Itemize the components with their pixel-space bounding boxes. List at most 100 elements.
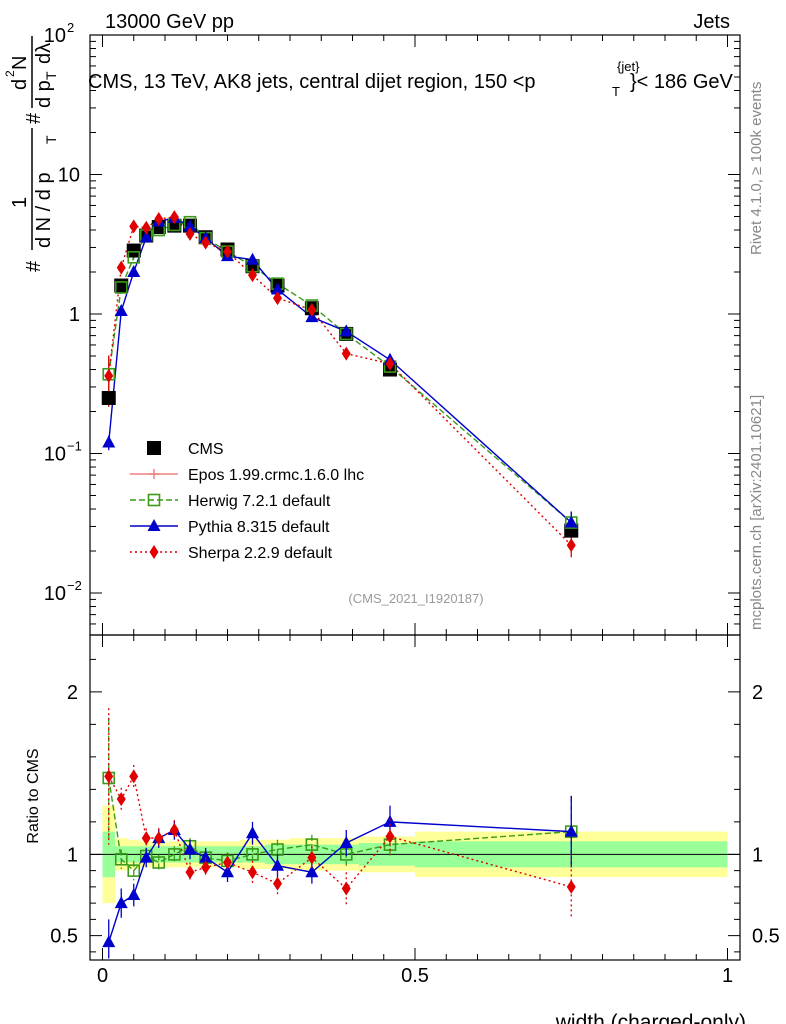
legend-marker-0 bbox=[147, 441, 161, 455]
y-tick-label-top-exp: −2 bbox=[67, 578, 82, 593]
ylabel-t1: T bbox=[43, 135, 59, 144]
point-ratio-3 bbox=[385, 829, 395, 844]
point-ratio-3 bbox=[201, 860, 211, 875]
point-top-3 bbox=[185, 226, 195, 241]
point-ratio-1 bbox=[114, 852, 128, 866]
ylabel-dpt: d p bbox=[33, 80, 55, 108]
title-main: CMS, 13 TeV, AK8 jets, central dijet reg… bbox=[88, 71, 536, 93]
point-ratio-1 bbox=[246, 848, 259, 861]
point-top-3 bbox=[223, 244, 232, 259]
y-tick-label-bottom-1: 1 bbox=[67, 844, 78, 866]
y-tick-label-top-base: 10 bbox=[44, 583, 66, 605]
point-ratio-3 bbox=[223, 855, 232, 870]
ylabel-one: 1 bbox=[9, 197, 31, 208]
point-ratio-2 bbox=[139, 850, 153, 863]
point-top-3 bbox=[104, 368, 114, 383]
point-top-3 bbox=[273, 291, 282, 306]
legend-marker-4 bbox=[149, 545, 159, 559]
point-top-1 bbox=[114, 281, 128, 294]
series-bottom bbox=[102, 708, 578, 959]
point-ratio-3 bbox=[141, 831, 151, 846]
point-ratio-2 bbox=[127, 888, 141, 900]
ylabel-d2n-n: N bbox=[9, 56, 31, 70]
point-ratio-2 bbox=[305, 865, 319, 878]
y-tick-label-top-exp: −1 bbox=[67, 439, 82, 454]
point-ratio-2 bbox=[339, 836, 353, 848]
point-top-2 bbox=[564, 515, 578, 528]
y-tick-label-top-base: 10 bbox=[44, 25, 66, 47]
x-tick-label-1: 1 bbox=[722, 965, 733, 987]
point-top-3 bbox=[341, 346, 351, 361]
y-tick-label-top: 1 bbox=[69, 304, 80, 326]
legend: CMS Epos 1.99.crmc.1.6.0 lhc Herwig 7.2.1 … bbox=[130, 441, 364, 562]
point-ratio-2 bbox=[383, 814, 397, 827]
plot-title: CMS, 13 TeV, AK8 jets, central dijet reg… bbox=[88, 59, 734, 99]
legend-marker-3 bbox=[147, 519, 161, 531]
point-top-3 bbox=[385, 356, 395, 371]
ylabel-d2n-d: d bbox=[9, 79, 31, 90]
point-top-3 bbox=[169, 210, 179, 225]
point-ratio-2 bbox=[114, 896, 128, 909]
bottom-frame bbox=[89, 634, 741, 961]
energy-label: 13000 GeV pp bbox=[105, 11, 234, 33]
ylabel-t2: T bbox=[43, 71, 59, 80]
point-top-2 bbox=[246, 252, 259, 265]
point-top-3 bbox=[201, 235, 211, 250]
x-tick-label-0: 0 bbox=[97, 965, 108, 987]
ylabel-d2n-sq: 2 bbox=[3, 70, 17, 77]
point-ratio-2 bbox=[221, 865, 234, 878]
point-top-2 bbox=[339, 324, 353, 337]
point-top-3 bbox=[248, 268, 257, 283]
point-ratio-3 bbox=[129, 769, 139, 784]
analysis-id: (CMS_2021_I1920187) bbox=[348, 591, 483, 606]
point-top-3 bbox=[116, 260, 126, 275]
ylabel-dn-dpt: d N / d p bbox=[33, 172, 55, 248]
point-top-2 bbox=[271, 282, 284, 295]
legend-label-1: Epos 1.99.crmc.1.6.0 lhc bbox=[188, 467, 364, 484]
point-ratio-2 bbox=[199, 850, 213, 863]
y-tick-label-top: 10 bbox=[58, 165, 80, 187]
legend-marker-1 bbox=[149, 469, 159, 479]
cms-point bbox=[126, 243, 141, 258]
point-ratio-1 bbox=[152, 856, 166, 869]
point-ratio-2 bbox=[102, 935, 116, 948]
y-axis-label-top: # 1 d N / d p T # d 2 N d p T dλ bbox=[3, 36, 59, 272]
point-top-3 bbox=[141, 220, 151, 235]
point-top-2 bbox=[127, 265, 141, 278]
y-tick-label-bottom-right-0.5: 0.5 bbox=[752, 926, 780, 948]
y-tick-label-bottom-right-2: 2 bbox=[752, 682, 763, 704]
point-ratio-3 bbox=[185, 865, 195, 880]
point-top-1 bbox=[127, 250, 141, 264]
point-ratio-1 bbox=[168, 848, 181, 861]
y-tick-label-bottom-2: 2 bbox=[67, 682, 78, 704]
point-top-2 bbox=[183, 219, 197, 232]
point-ratio-1 bbox=[305, 838, 319, 851]
point-top-2 bbox=[139, 230, 153, 243]
x-tick-label-0.5: 0.5 bbox=[401, 965, 429, 987]
legend-marker-2 bbox=[147, 493, 161, 507]
y-tick-label-top-exp: 2 bbox=[67, 20, 74, 35]
point-ratio-2 bbox=[246, 826, 259, 839]
y-tick-label-top-base: 10 bbox=[44, 444, 66, 466]
point-ratio-3 bbox=[169, 823, 179, 837]
legend-label-0: CMS bbox=[188, 441, 224, 458]
point-ratio-3 bbox=[341, 881, 351, 896]
point-ratio-3 bbox=[273, 876, 282, 891]
point-ratio-3 bbox=[566, 879, 576, 894]
point-top-3 bbox=[154, 211, 164, 226]
line-ratio-1 bbox=[108, 777, 572, 872]
point-ratio-3 bbox=[104, 769, 114, 784]
point-top-3 bbox=[566, 538, 576, 553]
legend-label-2: Herwig 7.2.1 default bbox=[188, 493, 331, 510]
ylabel-dlambda: dλ bbox=[33, 43, 55, 64]
point-top-2 bbox=[114, 304, 128, 317]
x-axis-label: width (charged-only) bbox=[555, 1011, 746, 1024]
title-sub: T bbox=[612, 84, 620, 99]
point-top-3 bbox=[129, 219, 139, 234]
y-axis-label-bottom: Ratio to CMS bbox=[25, 748, 42, 843]
y-tick-label-bottom-right-1: 1 bbox=[752, 844, 763, 866]
y-tick-label-bottom-0.5: 0.5 bbox=[50, 926, 78, 948]
series-top bbox=[101, 210, 579, 558]
legend-label-3: Pythia 8.315 default bbox=[188, 519, 330, 536]
